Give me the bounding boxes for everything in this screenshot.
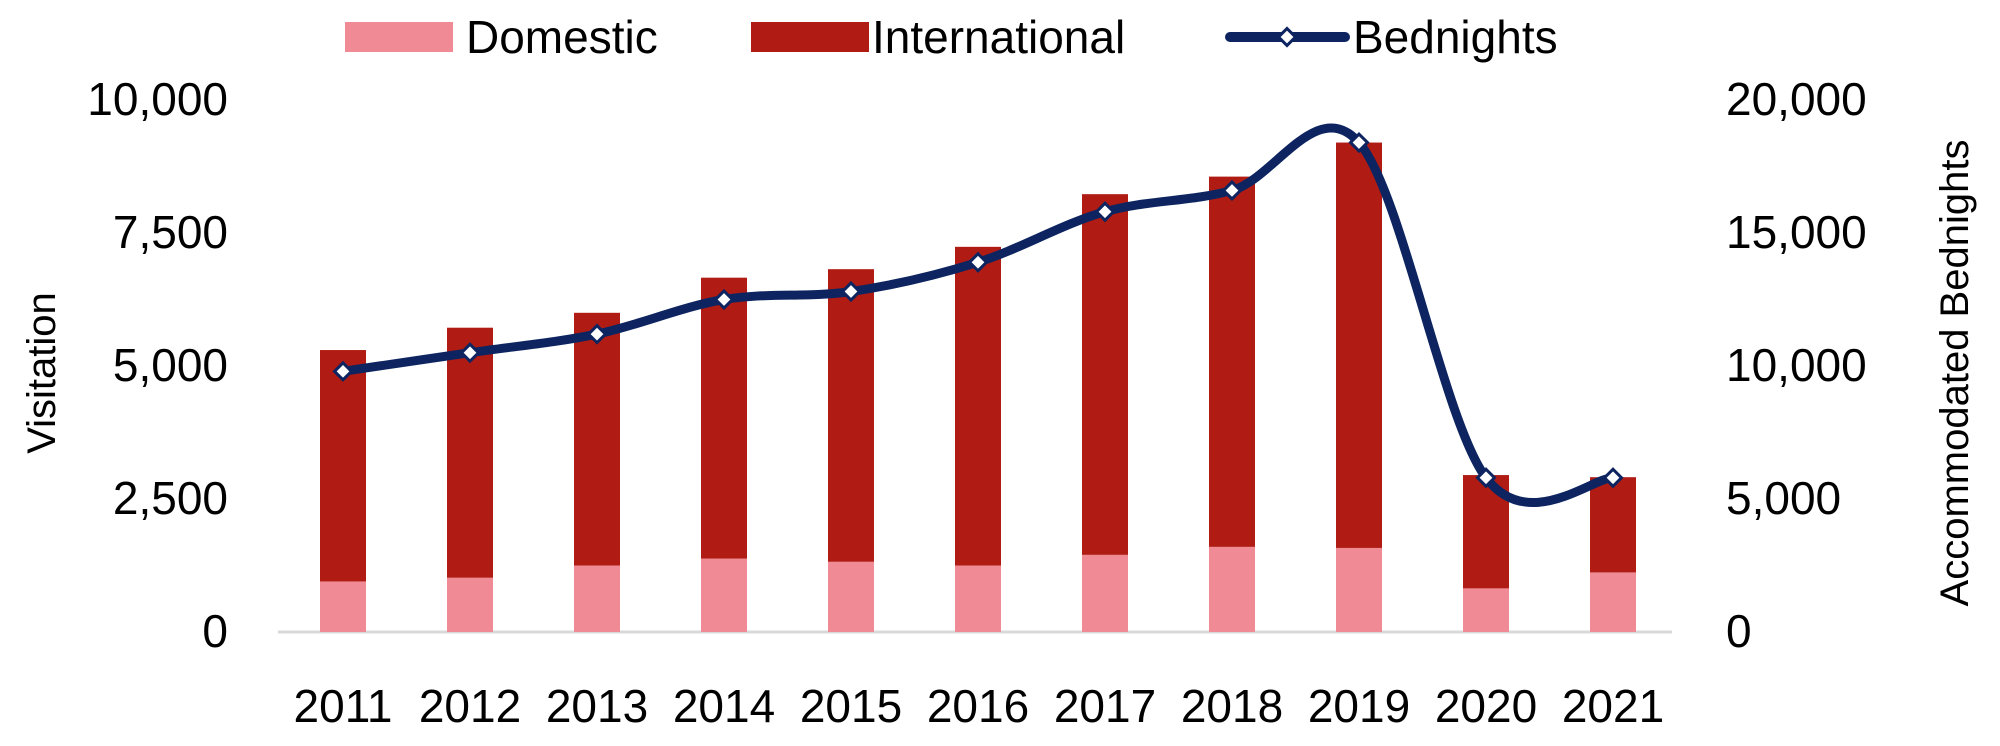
bar-international-2016	[955, 246, 1001, 566]
bar-domestic-2018	[1209, 546, 1255, 632]
legend-label-international: International	[872, 11, 1125, 63]
bar-domestic-2020	[1463, 588, 1509, 632]
left-tick-3: 7,500	[113, 206, 228, 258]
right-tick-4: 20,000	[1726, 73, 1867, 125]
point-bednights-2021	[1602, 467, 1624, 489]
bar-international-2018	[1209, 176, 1255, 547]
point-bednights-2012	[459, 342, 481, 364]
bar-international-2012	[447, 327, 493, 578]
x-tick-2011: 2011	[294, 680, 393, 732]
point-bednights-2019	[1348, 131, 1370, 154]
legend-label-domestic: Domestic	[466, 11, 658, 63]
legend-swatch-bednights	[1225, 26, 1350, 48]
bar-domestic-2019	[1336, 547, 1382, 632]
bar-domestic-2016	[955, 565, 1001, 632]
x-tick-2016: 2016	[927, 680, 1029, 732]
point-bednights-2011	[332, 360, 354, 382]
x-tick-2018: 2018	[1181, 680, 1283, 732]
point-bednights-2020	[1475, 467, 1497, 489]
legend-swatch-international	[751, 22, 869, 52]
bar-domestic-2015	[828, 561, 874, 632]
x-tick-2012: 2012	[419, 680, 521, 732]
bar-international-2017	[1082, 194, 1128, 555]
bar-international-2011	[320, 350, 366, 582]
point-bednights-2017	[1094, 201, 1116, 223]
legend-label-bednights: Bednights	[1353, 11, 1558, 63]
bar-domestic-2013	[574, 565, 620, 632]
x-axis-labels: 2011 2012 2013 2014 2015 2016 2017 2018 2019 2020…	[294, 680, 1665, 732]
line-bednights	[338, 123, 1618, 507]
x-tick-2020: 2020	[1435, 680, 1537, 732]
point-bednights-2018	[1221, 179, 1243, 202]
bar-international-2013	[574, 312, 620, 566]
legend: Domestic International Bednights	[345, 11, 1558, 63]
right-tick-0: 0	[1726, 605, 1752, 657]
right-tick-2: 10,000	[1726, 339, 1867, 391]
point-bednights-2014	[713, 288, 735, 311]
bar-domestic-2012	[447, 577, 493, 632]
point-bednights-2015	[840, 280, 862, 303]
left-tick-1: 2,500	[113, 472, 228, 524]
left-tick-2: 5,000	[113, 339, 228, 391]
bar-international-2021	[1590, 477, 1636, 573]
left-axis-title: Visitation	[20, 292, 64, 454]
x-tick-2017: 2017	[1054, 680, 1156, 732]
bar-domestic-2017	[1082, 554, 1128, 632]
x-tick-2021: 2021	[1562, 680, 1664, 732]
bar-domestic-2011	[320, 581, 366, 632]
bar-domestic-2014	[701, 558, 747, 632]
left-tick-0: 0	[202, 605, 228, 657]
right-tick-3: 15,000	[1726, 206, 1867, 258]
line-layer	[332, 123, 1624, 507]
right-axis-title: Accommodated Bednights	[1933, 140, 1977, 607]
bar-international-2014	[701, 277, 747, 559]
bar-domestic-2021	[1590, 572, 1636, 632]
left-axis-ticks: 0 2,500 5,000 7,500 10,000	[87, 73, 228, 657]
bar-international-2015	[828, 269, 874, 562]
x-tick-2013: 2013	[546, 680, 648, 732]
right-tick-1: 5,000	[1726, 472, 1841, 524]
point-bednights-2016	[967, 251, 989, 273]
x-tick-2019: 2019	[1308, 680, 1410, 732]
x-tick-2014: 2014	[673, 680, 775, 732]
bar-international-2019	[1336, 142, 1382, 548]
bars-layer	[320, 142, 1636, 632]
point-bednights-2013	[586, 323, 608, 345]
x-tick-2015: 2015	[800, 680, 902, 732]
legend-swatch-domestic	[345, 22, 453, 52]
right-axis-ticks: 0 5,000 10,000 15,000 20,000	[1726, 73, 1867, 657]
left-tick-4: 10,000	[87, 73, 228, 125]
